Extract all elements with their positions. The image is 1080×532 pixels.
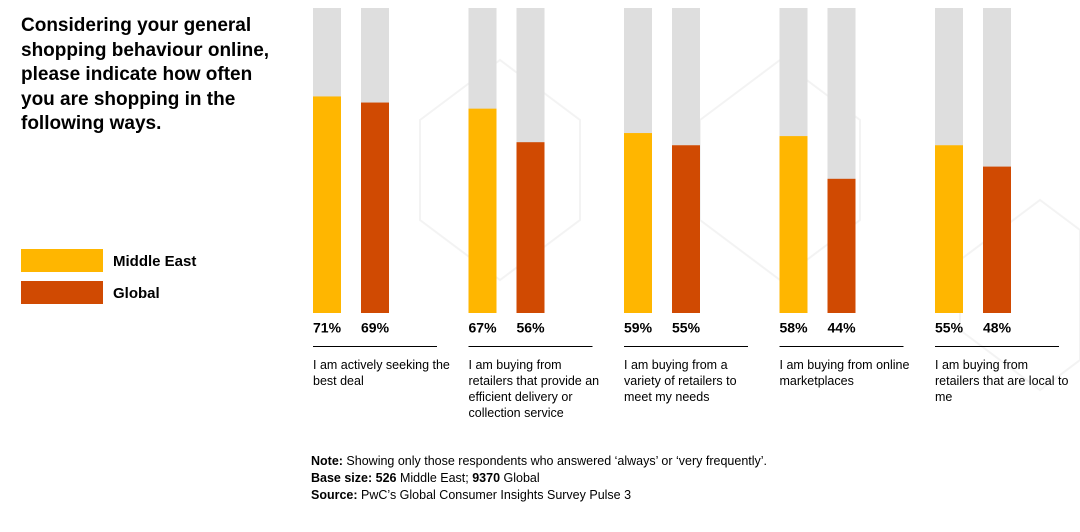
bar [468, 108, 497, 314]
value-label: 48% [983, 320, 1012, 336]
bar [827, 178, 856, 313]
note-text: Middle East; [396, 471, 473, 485]
note-text: Showing only those respondents who answe… [342, 454, 768, 468]
value-label: 44% [828, 320, 857, 336]
chart-title: Considering your general shopping behavi… [21, 15, 270, 134]
bar [983, 166, 1011, 313]
x-tick-label: I am buying from retailers that are loca… [935, 358, 1069, 404]
note-text: Global [500, 471, 540, 485]
x-tick-label: I am buying from online marketplaces [779, 358, 910, 388]
legend-label: Global [113, 285, 160, 302]
value-label: 59% [624, 320, 653, 336]
note-text: 9370 [472, 471, 501, 485]
note-line: Note: Showing only those respondents who… [311, 453, 767, 470]
legend-swatch [21, 281, 103, 304]
notes: Note: Showing only those respondents who… [311, 453, 767, 504]
value-label: 69% [361, 320, 390, 336]
value-label: 56% [517, 320, 546, 336]
bar [779, 136, 808, 313]
value-label: 71% [313, 320, 342, 336]
bar [361, 102, 389, 313]
value-label: 55% [672, 320, 701, 336]
note-text: Source: [311, 488, 358, 502]
legend-label: Middle East [113, 253, 196, 270]
note-text: 526 [375, 471, 397, 485]
note-text: PwC’s Global Consumer Insights Survey Pu… [357, 488, 632, 502]
value-label: 67% [469, 320, 498, 336]
bar [935, 145, 963, 313]
value-label: 55% [935, 320, 964, 336]
x-tick-label: I am buying from retailers that provide … [468, 358, 600, 420]
value-label: 58% [780, 320, 809, 336]
note-line: Base size: 526 Middle East; 9370 Global [311, 470, 767, 487]
x-tick-label: I am buying from a variety of retailers … [624, 358, 737, 404]
bar [516, 142, 545, 313]
legend-swatch [21, 249, 103, 272]
bar [313, 96, 341, 313]
note-text: Note: [311, 454, 343, 468]
note-text: Base size: [311, 471, 373, 485]
bar [672, 145, 700, 313]
note-line: Source: PwC’s Global Consumer Insights S… [311, 487, 767, 504]
bar [624, 133, 652, 313]
x-tick-label: I am actively seeking the best deal [313, 358, 450, 388]
